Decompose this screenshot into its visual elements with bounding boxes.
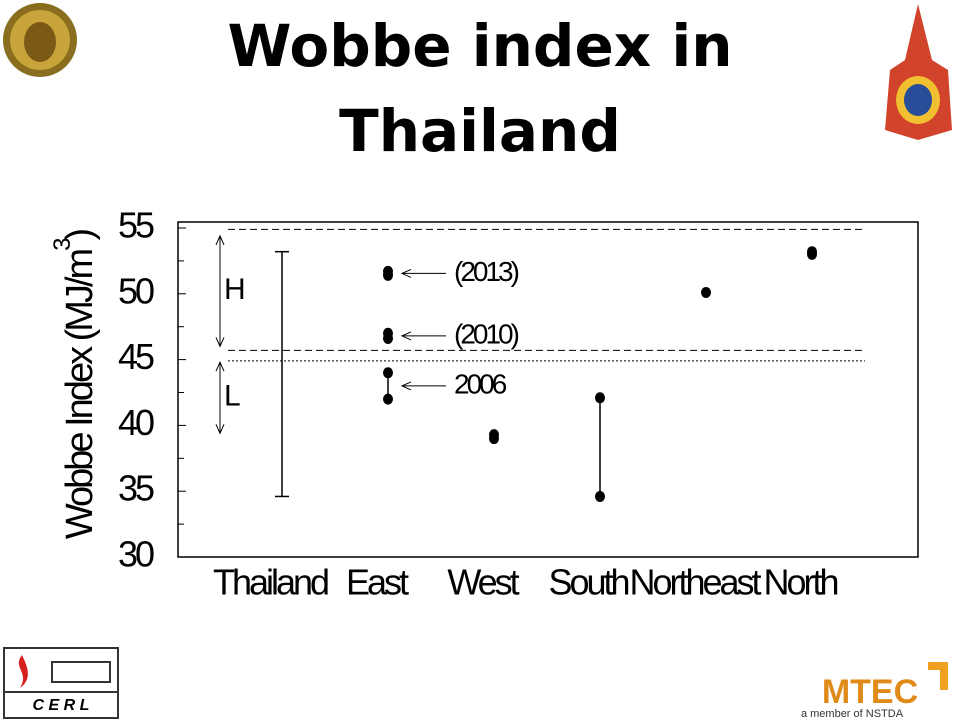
data-point bbox=[383, 333, 393, 345]
x-tick-label: South bbox=[548, 562, 628, 603]
emblem-right bbox=[885, 4, 952, 140]
annotation: (2010) bbox=[454, 318, 519, 349]
mtec-sub: a member of NSTDA bbox=[801, 708, 904, 720]
y-tick-label: 30 bbox=[118, 534, 154, 575]
data-point bbox=[595, 392, 605, 404]
mtec-text: MTEC bbox=[822, 673, 918, 711]
x-tick-label: West bbox=[447, 562, 519, 603]
y-label-sup: 3 bbox=[49, 238, 76, 251]
arrow-head bbox=[400, 381, 412, 391]
y-tick-label: 35 bbox=[118, 468, 154, 509]
plot-frame bbox=[177, 221, 919, 558]
cerl-text: C E R L bbox=[33, 697, 90, 714]
band-label: L bbox=[224, 380, 241, 413]
annotation: (2013) bbox=[454, 256, 519, 287]
y-tick-label: 45 bbox=[118, 336, 154, 377]
x-tick-label: East bbox=[346, 562, 409, 603]
arrow-head bbox=[215, 424, 225, 435]
data-point bbox=[383, 367, 393, 379]
data-point bbox=[807, 248, 817, 260]
y-axis-title: Wobbe Index (MJ/m3) bbox=[49, 229, 101, 539]
cerl-logo: C E R L bbox=[3, 647, 119, 719]
arrow-head bbox=[400, 268, 412, 278]
x-tick-label: North bbox=[763, 562, 837, 603]
arrow-head bbox=[215, 337, 225, 348]
x-tick-label: Thailand bbox=[213, 562, 328, 603]
data-point bbox=[383, 393, 393, 405]
slide-title: Wobbe index in Thailand bbox=[227, 12, 732, 165]
mtec-logo: MTEC a member of NSTDA bbox=[801, 662, 948, 720]
annotation: 2006 bbox=[454, 368, 507, 399]
data-point bbox=[383, 269, 393, 281]
y-tick-label: 50 bbox=[118, 270, 154, 311]
y-label-end: ) bbox=[59, 229, 101, 240]
data-point bbox=[701, 286, 711, 298]
data-point bbox=[489, 433, 499, 445]
y-tick-label: 40 bbox=[118, 402, 154, 443]
band-label: H bbox=[224, 273, 246, 306]
x-tick-label: Northeast bbox=[629, 562, 761, 603]
emblem-left bbox=[3, 3, 77, 77]
data-point bbox=[595, 490, 605, 502]
arrow-head bbox=[400, 331, 412, 341]
y-axis-label: Wobbe Index (MJ/m3) bbox=[49, 229, 101, 539]
y-label-text: Wobbe Index (MJ/m bbox=[59, 250, 101, 540]
arrow-head bbox=[215, 234, 225, 246]
y-tick-label: 55 bbox=[118, 205, 154, 246]
arrow-head bbox=[215, 361, 225, 372]
